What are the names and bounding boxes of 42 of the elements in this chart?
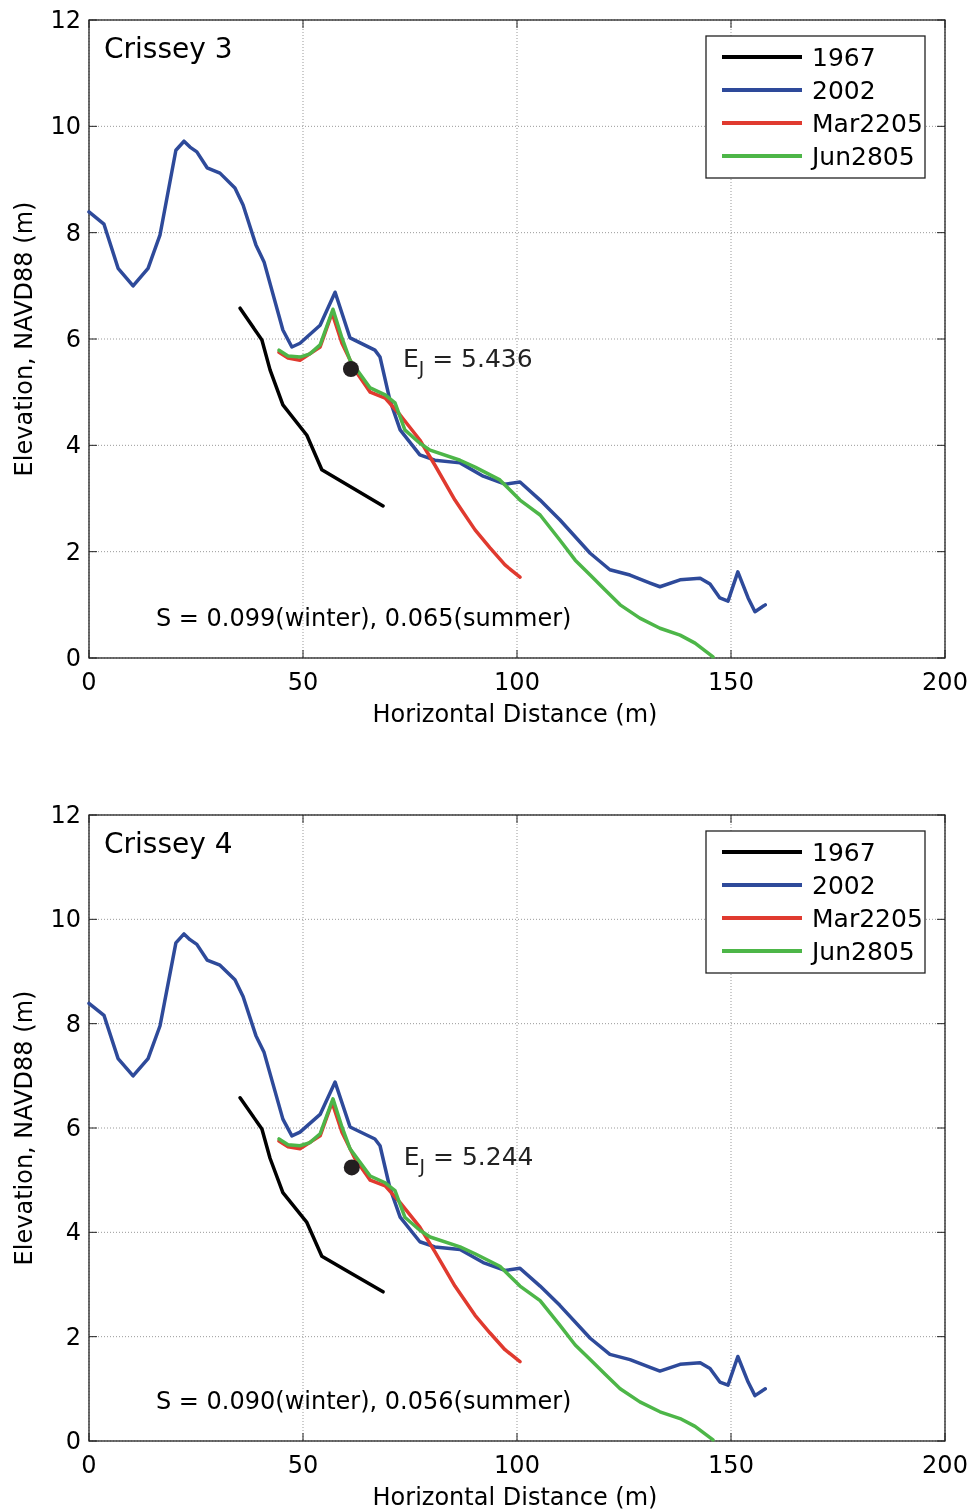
data-label: E$_{J}$ = 5.436 <box>402 343 533 380</box>
legend-label: 2002 <box>812 76 876 105</box>
line-series <box>238 306 385 508</box>
x-tick-label: 200 <box>922 668 968 696</box>
y-axis-title: Elevation, NAVD88 (m) <box>10 201 38 477</box>
legend-label: 2002 <box>812 871 876 900</box>
x-tick-label: 150 <box>708 1451 754 1479</box>
annotation: S = 0.090(winter), 0.056(summer) <box>156 1387 572 1415</box>
y-tick-label: 2 <box>65 537 81 566</box>
y-tick-label: 6 <box>65 1114 81 1142</box>
legend-label: 1967 <box>812 43 876 72</box>
legend-label: Jun2805 <box>810 142 915 171</box>
x-tick-label: 100 <box>494 1451 540 1479</box>
y-tick-label: 4 <box>65 431 81 460</box>
x-tick-label: 150 <box>708 668 754 696</box>
x-tick-label: 50 <box>287 1451 319 1479</box>
x-tick-label: 50 <box>287 668 319 696</box>
y-tick-label: 12 <box>50 6 81 34</box>
annotation: S = 0.099(winter), 0.065(summer) <box>156 604 572 632</box>
y-tick-label: 10 <box>50 112 81 141</box>
y-tick-label: 6 <box>65 325 81 353</box>
data-label: E$_{J}$ = 5.244 <box>403 1142 534 1178</box>
legend-label: Jun2805 <box>810 937 915 966</box>
y-tick-label: 2 <box>65 1322 81 1351</box>
x-tick-label: 200 <box>922 1451 968 1479</box>
y-tick-label: 0 <box>65 1427 81 1455</box>
x-tick-label: 100 <box>494 668 540 696</box>
legend-label: Mar2205 <box>812 904 923 933</box>
y-tick-label: 8 <box>65 1009 81 1038</box>
legend-label: Mar2205 <box>812 109 923 138</box>
y-tick-label: 0 <box>65 644 81 672</box>
text: Crissey 4 <box>104 827 233 860</box>
y-axis-title: Elevation, NAVD88 (m) <box>10 990 38 1266</box>
y-tick-label: 8 <box>65 218 81 247</box>
y-tick-label: 12 <box>50 801 81 829</box>
text: Crissey 3 <box>104 32 233 65</box>
y-tick-label: 10 <box>50 905 81 934</box>
y-tick-label: 4 <box>65 1218 81 1247</box>
line-series <box>238 1095 385 1294</box>
legend-label: 1967 <box>812 838 876 867</box>
x-axis-title: Horizontal Distance (m) <box>372 700 658 728</box>
x-axis-title: Horizontal Distance (m) <box>372 1483 658 1511</box>
